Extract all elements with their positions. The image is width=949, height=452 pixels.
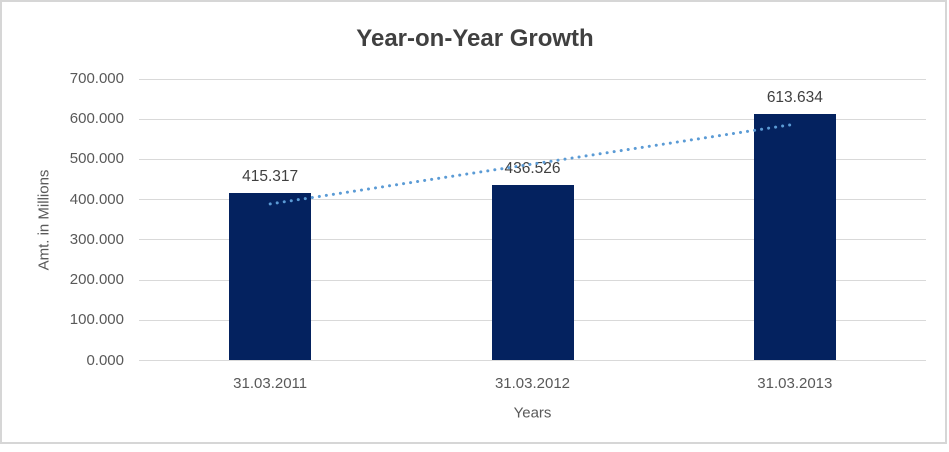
chart-title: Year-on-Year Growth: [356, 25, 594, 52]
y-axis-title: Amt. in Millions: [35, 169, 53, 271]
y-tick-label: 600.000: [69, 110, 124, 128]
bar-data-label: 436.526: [504, 159, 561, 177]
bar: [753, 113, 836, 361]
bar: [491, 184, 574, 361]
x-tick-label: 31.03.2013: [757, 375, 833, 392]
gridline: [139, 78, 926, 80]
y-tick-label: 200.000: [69, 271, 124, 289]
y-tick-label: 500.000: [69, 150, 124, 168]
y-tick-label: 100.000: [69, 311, 124, 329]
bar: [229, 193, 312, 361]
gridline: [139, 118, 926, 120]
bar-data-label: 415.317: [242, 168, 299, 186]
y-tick-label: 300.000: [69, 230, 124, 248]
x-tick-label: 31.03.2012: [494, 375, 571, 392]
y-tick-label: 400.000: [69, 190, 124, 208]
x-tick-label: 31.03.2011: [233, 375, 308, 392]
y-tick-label: 700.000: [69, 70, 124, 87]
gridline: [139, 360, 926, 361]
y-tick-label: 0.000: [86, 351, 124, 369]
x-axis-title: Years: [513, 404, 552, 422]
bar-data-label: 613.634: [766, 88, 823, 106]
